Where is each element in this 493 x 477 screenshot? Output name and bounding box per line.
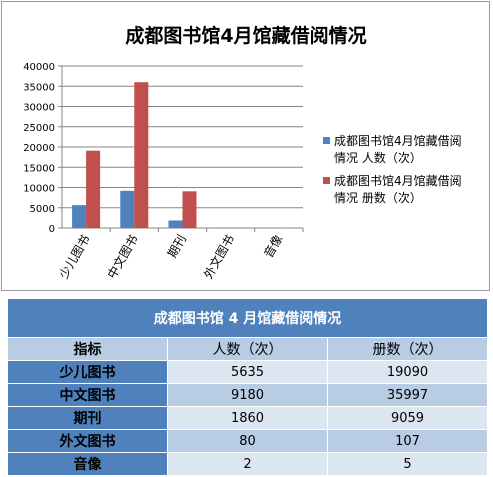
cell-volumes: 5	[326, 452, 489, 476]
table-row: 中文图书 9180 35997	[7, 383, 489, 407]
table-row: 音像 2 5	[7, 452, 489, 476]
cell-persons: 80	[167, 429, 328, 453]
y-tick-label: 40000	[23, 62, 55, 73]
bar-volumes	[182, 191, 197, 228]
bar-persons	[72, 205, 87, 228]
header-indicator: 指标	[7, 337, 168, 361]
x-tick-label: 外文图书	[200, 232, 237, 281]
legend-label: 成都图书馆4月馆藏借阅	[334, 133, 462, 148]
y-tick-label: 0	[49, 224, 55, 235]
row-label: 音像	[7, 452, 168, 476]
y-tick-label: 15000	[23, 163, 55, 174]
row-label: 期刊	[7, 406, 168, 430]
cell-persons: 1860	[167, 406, 328, 430]
x-tick-label: 音像	[260, 232, 285, 260]
x-tick-label: 中文图书	[104, 232, 141, 281]
chart-panel: 成都图书馆4月馆藏借阅情况 0 5000 10000 15000 20000 25000 30…	[1, 1, 490, 291]
header-volumes: 册数（次）	[326, 337, 489, 361]
row-label: 中文图书	[7, 383, 168, 407]
bar-volumes	[86, 150, 101, 228]
header-persons: 人数（次）	[167, 337, 328, 361]
y-tick-label: 30000	[23, 103, 55, 114]
cell-volumes: 19090	[326, 360, 489, 384]
data-table-panel: 成都图书馆 4 月馆藏借阅情况 指标 人数（次） 册数（次） 少儿图书 5635…	[6, 298, 489, 476]
row-label: 外文图书	[7, 429, 168, 453]
cell-persons: 9180	[167, 383, 328, 407]
cell-volumes: 35997	[326, 383, 489, 407]
bar-persons	[168, 220, 183, 228]
table-row: 外文图书 80 107	[7, 429, 489, 453]
legend-swatch-volumes	[323, 177, 330, 184]
bar-volumes	[134, 82, 149, 228]
x-tick-label: 期刊	[165, 233, 189, 261]
y-tick-label: 35000	[23, 82, 55, 93]
data-table: 成都图书馆 4 月馆藏借阅情况 指标 人数（次） 册数（次） 少儿图书 5635…	[6, 298, 489, 476]
bar-persons	[120, 190, 135, 228]
cell-persons: 5635	[167, 360, 328, 384]
y-tick-label: 5000	[30, 204, 55, 215]
cell-volumes: 9059	[326, 406, 489, 430]
y-tick-label: 20000	[23, 143, 55, 154]
legend-label: 情况 册数（次）	[334, 190, 422, 205]
legend-label: 成都图书馆4月馆藏借阅	[334, 173, 462, 188]
table-title: 成都图书馆 4 月馆藏借阅情况	[6, 298, 489, 338]
legend-label: 情况 人数（次）	[334, 150, 422, 165]
cell-persons: 2	[167, 452, 328, 476]
chart-title: 成都图书馆4月馆藏借阅情况	[125, 24, 366, 47]
table-row: 少儿图书 5635 19090	[7, 360, 489, 384]
x-tick-label: 少儿图书	[57, 233, 93, 282]
y-tick-label: 10000	[23, 184, 55, 195]
table-row: 期刊 1860 9059	[7, 406, 489, 430]
legend-swatch-persons	[323, 137, 330, 144]
y-tick-label: 25000	[23, 123, 55, 134]
row-label: 少儿图书	[7, 360, 168, 384]
cell-volumes: 107	[326, 429, 489, 453]
bar-chart: 成都图书馆4月馆藏借阅情况 0 5000 10000 15000 20000 25000 30…	[23, 24, 462, 282]
